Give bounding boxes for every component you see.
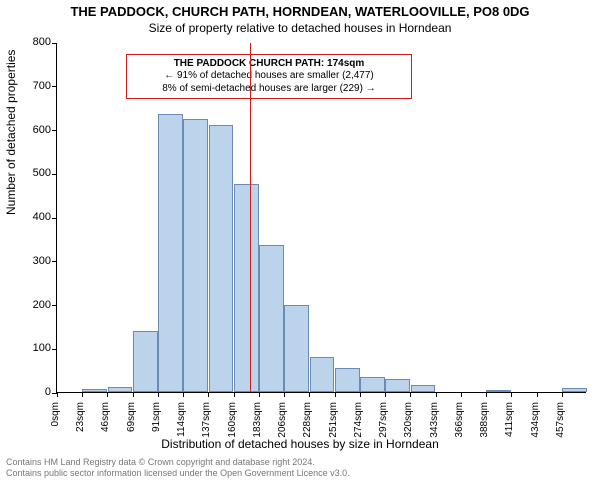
x-tick-label: 228sqm [302, 402, 313, 438]
y-tick-label: 0 [45, 386, 57, 398]
chart-container: Number of detached properties THE PADDOC… [0, 35, 600, 455]
annotation-line-smaller: ← 91% of detached houses are smaller (2,… [133, 70, 405, 83]
y-tick-label: 800 [33, 36, 57, 48]
x-tick-mark [360, 392, 361, 397]
x-tick-mark [486, 392, 487, 397]
footer-attribution: Contains HM Land Registry data © Crown c… [6, 457, 594, 479]
x-tick-mark [208, 392, 209, 397]
histogram-bar [562, 388, 587, 392]
y-axis-label: Number of detached properties [4, 50, 18, 215]
histogram-bar [183, 119, 208, 392]
y-tick-label: 300 [33, 255, 57, 267]
y-tick-label: 600 [33, 124, 57, 136]
chart-subtitle: Size of property relative to detached ho… [0, 21, 600, 35]
x-tick-label: 411sqm [504, 402, 515, 437]
x-tick-label: 137sqm [201, 402, 212, 438]
x-tick-label: 69sqm [126, 402, 137, 432]
histogram-bar [108, 387, 133, 392]
y-tick-label: 100 [33, 342, 57, 354]
x-tick-mark [82, 392, 83, 397]
y-tick-label: 400 [33, 211, 57, 223]
x-tick-label: 46sqm [100, 402, 111, 432]
x-tick-label: 388sqm [479, 402, 490, 438]
x-tick-label: 343sqm [429, 402, 440, 438]
property-marker-line [250, 43, 251, 392]
x-tick-label: 320sqm [403, 402, 414, 438]
x-tick-mark [511, 392, 512, 397]
x-tick-mark [158, 392, 159, 397]
histogram-bar [259, 245, 284, 392]
x-tick-mark [537, 392, 538, 397]
x-tick-mark [410, 392, 411, 397]
footer-line-1: Contains HM Land Registry data © Crown c… [6, 457, 594, 468]
x-tick-mark [234, 392, 235, 397]
histogram-bar [158, 114, 183, 392]
histogram-bar [209, 125, 234, 392]
x-tick-label: 366sqm [454, 402, 465, 438]
footer-line-2: Contains public sector information licen… [6, 468, 594, 479]
histogram-bar [486, 390, 511, 392]
x-tick-mark [133, 392, 134, 397]
histogram-bar [411, 385, 436, 392]
plot-area: THE PADDOCK CHURCH PATH: 174sqm ← 91% of… [56, 43, 586, 393]
x-tick-mark [335, 392, 336, 397]
y-tick-label: 500 [33, 167, 57, 179]
x-tick-label: 297sqm [378, 402, 389, 438]
x-tick-label: 183sqm [252, 402, 263, 438]
x-tick-mark [436, 392, 437, 397]
histogram-bar [133, 331, 158, 392]
y-tick-label: 200 [33, 299, 57, 311]
histogram-bar [234, 184, 259, 392]
x-tick-label: 457sqm [555, 402, 566, 438]
x-tick-label: 434sqm [530, 402, 541, 438]
x-axis-label: Distribution of detached houses by size … [0, 437, 600, 451]
x-tick-mark [107, 392, 108, 397]
histogram-bar [360, 377, 385, 392]
x-tick-label: 251sqm [328, 402, 339, 438]
x-tick-mark [259, 392, 260, 397]
chart-title: THE PADDOCK, CHURCH PATH, HORNDEAN, WATE… [0, 4, 600, 19]
histogram-bar [385, 379, 410, 392]
x-tick-label: 160sqm [227, 402, 238, 438]
x-tick-mark [309, 392, 310, 397]
histogram-bar [310, 357, 335, 392]
annotation-box: THE PADDOCK CHURCH PATH: 174sqm ← 91% of… [126, 54, 412, 100]
annotation-line-larger: 8% of semi-detached houses are larger (2… [133, 83, 405, 96]
x-tick-label: 206sqm [277, 402, 288, 438]
x-tick-label: 274sqm [353, 402, 364, 438]
histogram-bar [335, 368, 360, 392]
x-tick-mark [562, 392, 563, 397]
histogram-bar [82, 389, 107, 393]
x-tick-label: 114sqm [176, 402, 187, 437]
x-tick-label: 91sqm [151, 402, 162, 432]
x-tick-label: 23sqm [75, 402, 86, 432]
x-tick-mark [183, 392, 184, 397]
annotation-title: THE PADDOCK CHURCH PATH: 174sqm [133, 58, 405, 71]
histogram-bar [284, 305, 309, 393]
x-tick-mark [461, 392, 462, 397]
y-tick-label: 700 [33, 80, 57, 92]
x-tick-mark [57, 392, 58, 397]
x-tick-mark [284, 392, 285, 397]
x-tick-label: 0sqm [50, 402, 61, 426]
x-tick-mark [385, 392, 386, 397]
